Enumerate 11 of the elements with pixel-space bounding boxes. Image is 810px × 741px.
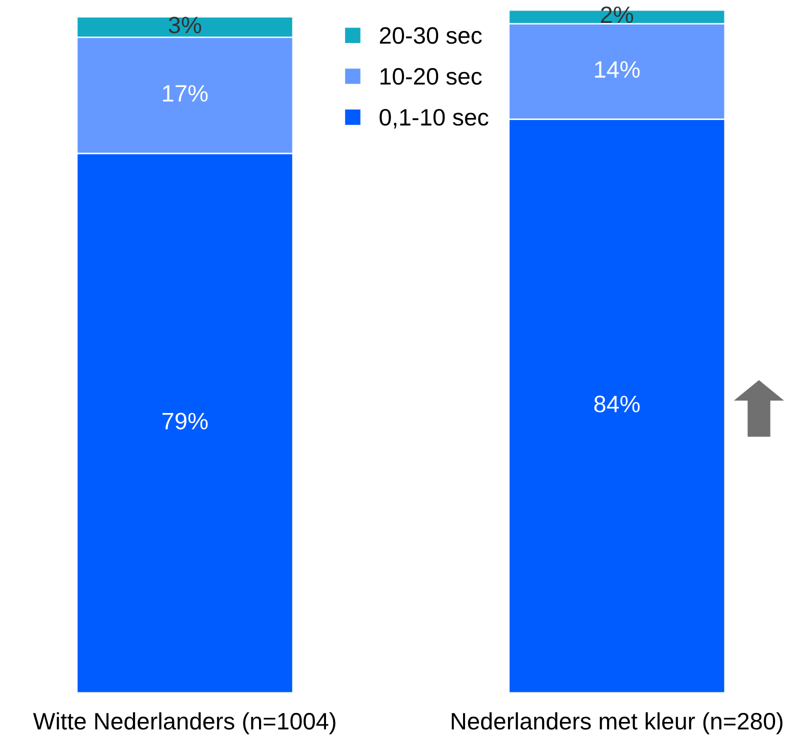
- legend-label: 0,1-10 sec: [380, 108, 488, 128]
- data-label: 17%: [163, 85, 208, 102]
- legend-label: 20-30 sec: [380, 27, 482, 44]
- x-tick-label: Witte Nederlanders (n=1004): [33, 712, 336, 734]
- x-tick-label: Nederlanders met kleur (n=280): [452, 712, 782, 734]
- data-label: 2%: [601, 6, 634, 24]
- legend-label: 10-20 sec: [380, 68, 482, 85]
- data-label: 3%: [168, 16, 202, 34]
- data-label: 79%: [162, 412, 208, 430]
- data-label: 14%: [595, 61, 640, 78]
- data-label: 84%: [594, 396, 640, 412]
